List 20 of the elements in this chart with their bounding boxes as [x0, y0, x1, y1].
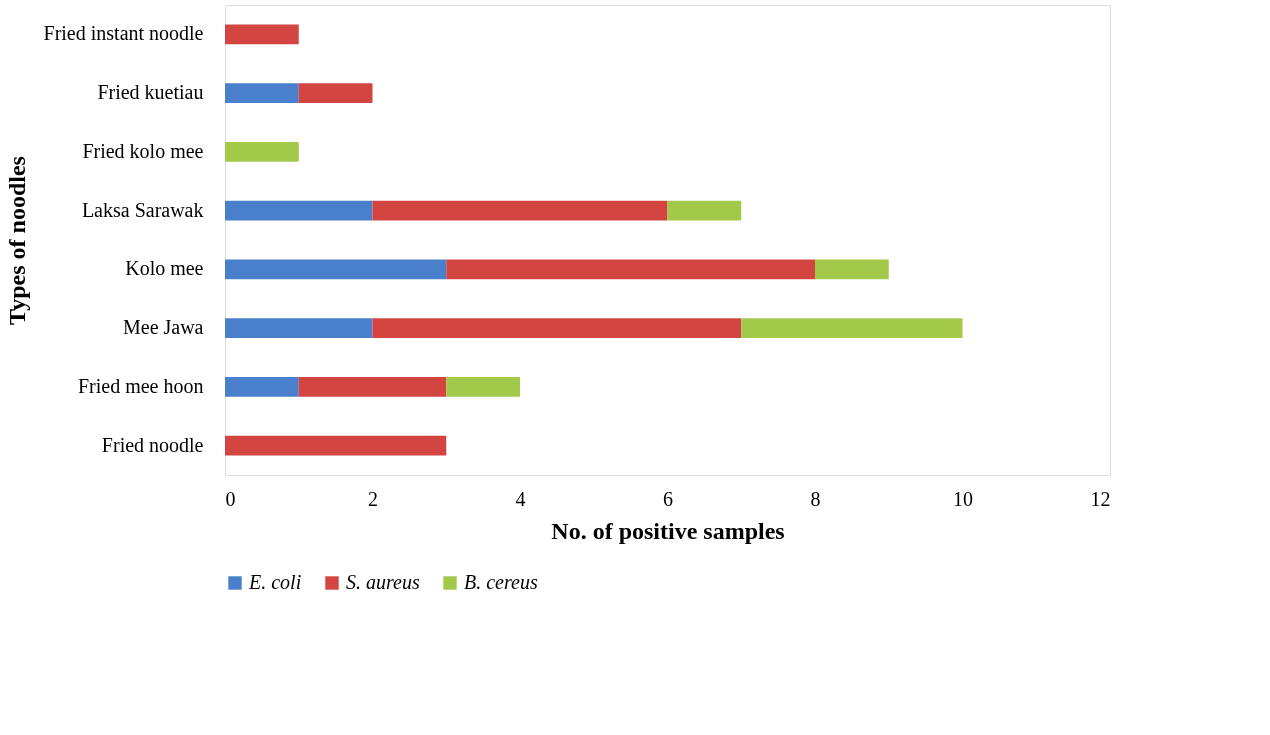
- legend-label: E. coli: [248, 571, 302, 593]
- x-tick-label: 0: [225, 487, 236, 510]
- x-axis-title: No. of positive samples: [551, 517, 785, 544]
- y-axis-title: Types of noodles: [3, 156, 30, 325]
- y-tick-label: Mee Jawa: [122, 316, 204, 339]
- x-tick-label: 8: [810, 487, 821, 510]
- x-tick-label: 2: [368, 487, 378, 510]
- x-tick-label: 6: [663, 487, 673, 510]
- y-tick-label: Fried kuetiau: [97, 81, 204, 104]
- y-tick-label: Fried instant noodle: [43, 22, 204, 45]
- y-tick-label: Kolo mee: [125, 257, 204, 280]
- legend-label: B. cereus: [464, 571, 538, 593]
- x-tick-label: 12: [1090, 487, 1111, 510]
- y-tick-label: Fried mee hoon: [77, 374, 204, 397]
- y-tick-label: Fried kolo mee: [82, 139, 204, 162]
- y-tick-label: Laksa Sarawak: [81, 198, 204, 221]
- y-tick-label: Fried noodle: [101, 433, 204, 456]
- x-tick-label: 10: [953, 487, 973, 510]
- legend-label: S. aureus: [346, 571, 420, 593]
- x-tick-label: 4: [515, 487, 526, 510]
